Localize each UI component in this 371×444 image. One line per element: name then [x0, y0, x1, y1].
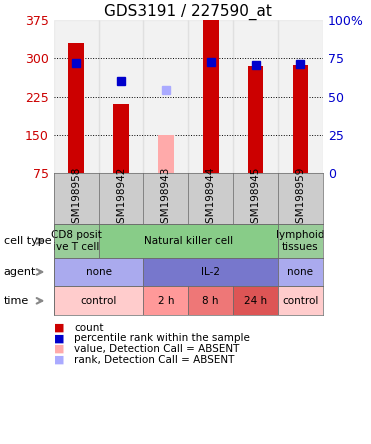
Title: GDS3191 / 227590_at: GDS3191 / 227590_at — [104, 4, 272, 20]
Text: count: count — [74, 323, 104, 333]
Text: control: control — [282, 296, 319, 306]
Text: GSM198942: GSM198942 — [116, 167, 126, 230]
Bar — [144, 286, 188, 315]
Bar — [233, 20, 278, 173]
Bar — [99, 224, 278, 258]
Bar — [68, 43, 84, 173]
Bar — [188, 286, 233, 315]
Text: 8 h: 8 h — [203, 296, 219, 306]
Text: GSM198959: GSM198959 — [295, 167, 305, 230]
Text: cell type: cell type — [4, 236, 51, 246]
Bar — [233, 286, 278, 315]
Bar — [99, 20, 144, 173]
Text: Natural killer cell: Natural killer cell — [144, 236, 233, 246]
Text: ■: ■ — [54, 355, 64, 365]
Bar — [113, 104, 129, 173]
Text: lymphoid
tissues: lymphoid tissues — [276, 230, 325, 252]
Text: control: control — [81, 296, 117, 306]
Text: none: none — [86, 267, 112, 277]
Bar — [292, 65, 308, 173]
Text: rank, Detection Call = ABSENT: rank, Detection Call = ABSENT — [74, 355, 234, 365]
Text: 2 h: 2 h — [158, 296, 174, 306]
Text: ■: ■ — [54, 344, 64, 354]
Text: GSM198943: GSM198943 — [161, 167, 171, 230]
Bar — [248, 66, 263, 173]
Text: IL-2: IL-2 — [201, 267, 220, 277]
Bar — [158, 135, 174, 173]
Text: GSM198944: GSM198944 — [206, 167, 216, 230]
Bar — [144, 258, 278, 286]
Bar — [54, 224, 99, 258]
Text: GSM198945: GSM198945 — [250, 167, 260, 230]
Text: percentile rank within the sample: percentile rank within the sample — [74, 333, 250, 343]
Text: agent: agent — [4, 267, 36, 277]
Text: value, Detection Call = ABSENT: value, Detection Call = ABSENT — [74, 344, 240, 354]
Text: time: time — [4, 296, 29, 306]
Text: 24 h: 24 h — [244, 296, 267, 306]
Text: GSM198958: GSM198958 — [71, 167, 81, 230]
Text: ■: ■ — [54, 333, 64, 343]
Bar — [188, 20, 233, 173]
Bar — [278, 286, 323, 315]
Text: ■: ■ — [54, 323, 64, 333]
Bar — [278, 224, 323, 258]
Bar — [54, 286, 144, 315]
Bar — [278, 20, 323, 173]
Bar — [54, 20, 99, 173]
Bar — [203, 20, 219, 173]
Bar — [144, 20, 188, 173]
Text: none: none — [288, 267, 313, 277]
Bar — [54, 258, 144, 286]
Bar — [278, 258, 323, 286]
Text: CD8 posit
ive T cell: CD8 posit ive T cell — [51, 230, 102, 252]
